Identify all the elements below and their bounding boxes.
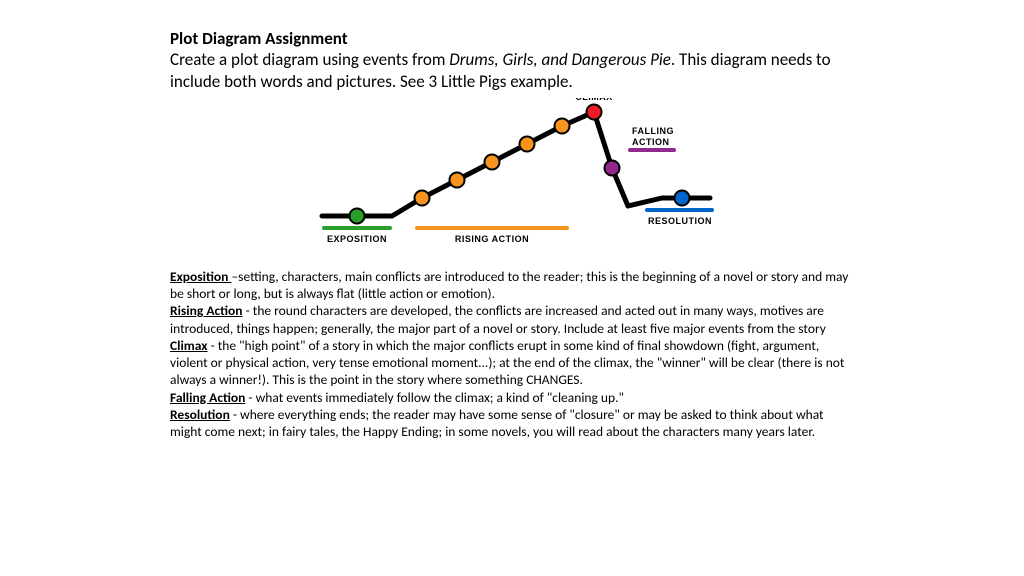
definition-text: - what events immediately follow the cli… [245,389,624,406]
definition-item: Rising Action - the round characters are… [170,302,854,337]
definition-item: Falling Action - what events immediately… [170,389,854,406]
svg-text:RISING ACTION: RISING ACTION [455,234,529,244]
definition-text: - the round characters are developed, th… [170,302,826,336]
svg-text:ACTION: ACTION [632,137,670,147]
definitions-block: Exposition –setting, characters, main co… [170,268,854,441]
definition-text: - the "high point" of a story in which t… [170,337,844,389]
definition-item: Resolution - where everything ends; the … [170,406,854,441]
svg-text:EXPOSITION: EXPOSITION [327,234,387,244]
plot-diagram-svg: EXPOSITION RISING ACTION RESOLUTION CLIMAX F… [302,98,722,258]
definition-item: Exposition –setting, characters, main co… [170,268,854,303]
definition-term: Exposition [170,268,231,285]
definition-term: Resolution [170,406,230,423]
book-title: Drums, Girls, and Dangerous Pie [449,49,671,70]
plot-diagram: EXPOSITION RISING ACTION RESOLUTION CLIMAX F… [170,98,854,258]
definition-term: Rising Action [170,302,243,319]
definition-item: Climax - the "high point" of a story in … [170,337,854,389]
intro-pre: Create a plot diagram using events from [170,49,449,70]
page: Plot Diagram Assignment Create a plot di… [0,0,1024,576]
definition-text: –setting, characters, main conflicts are… [170,268,848,302]
svg-text:FALLING: FALLING [632,126,674,136]
definition-term: Climax [170,337,208,354]
definition-term: Falling Action [170,389,245,406]
page-title: Plot Diagram Assignment [170,28,854,49]
intro-text: Create a plot diagram using events from … [170,49,854,92]
svg-text:CLIMAX: CLIMAX [575,98,613,102]
definition-text: - where everything ends; the reader may … [170,406,824,440]
svg-text:RESOLUTION: RESOLUTION [648,216,712,226]
